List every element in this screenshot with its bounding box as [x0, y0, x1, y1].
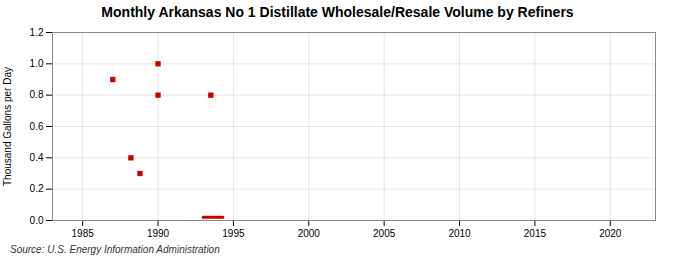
svg-text:2020: 2020 [599, 228, 622, 239]
svg-text:2005: 2005 [373, 228, 396, 239]
svg-text:2010: 2010 [448, 228, 471, 239]
svg-text:1.0: 1.0 [30, 58, 44, 69]
html-text:Source: U.S. Energy Informatio: Source: U.S. Energy Information Administ… [10, 244, 220, 255]
svg-text:1985: 1985 [72, 228, 95, 239]
svg-text:1.2: 1.2 [30, 27, 44, 38]
svg-text:1995: 1995 [222, 228, 245, 239]
html-text:Monthly Arkansas No 1 Distilla: Monthly Arkansas No 1 Distillate Wholesa… [101, 4, 574, 20]
svg-text:1990: 1990 [147, 228, 170, 239]
svg-text:0.8: 0.8 [30, 89, 44, 100]
svg-text:2015: 2015 [524, 228, 547, 239]
svg-text:0.4: 0.4 [30, 152, 44, 163]
svg-text:2000: 2000 [298, 228, 321, 239]
svg-text:0.2: 0.2 [30, 183, 44, 194]
svg-text:Thousand Gallons per Day: Thousand Gallons per Day [2, 67, 13, 186]
svg-text:0.6: 0.6 [30, 121, 44, 132]
svg-text:0.0: 0.0 [30, 215, 44, 226]
